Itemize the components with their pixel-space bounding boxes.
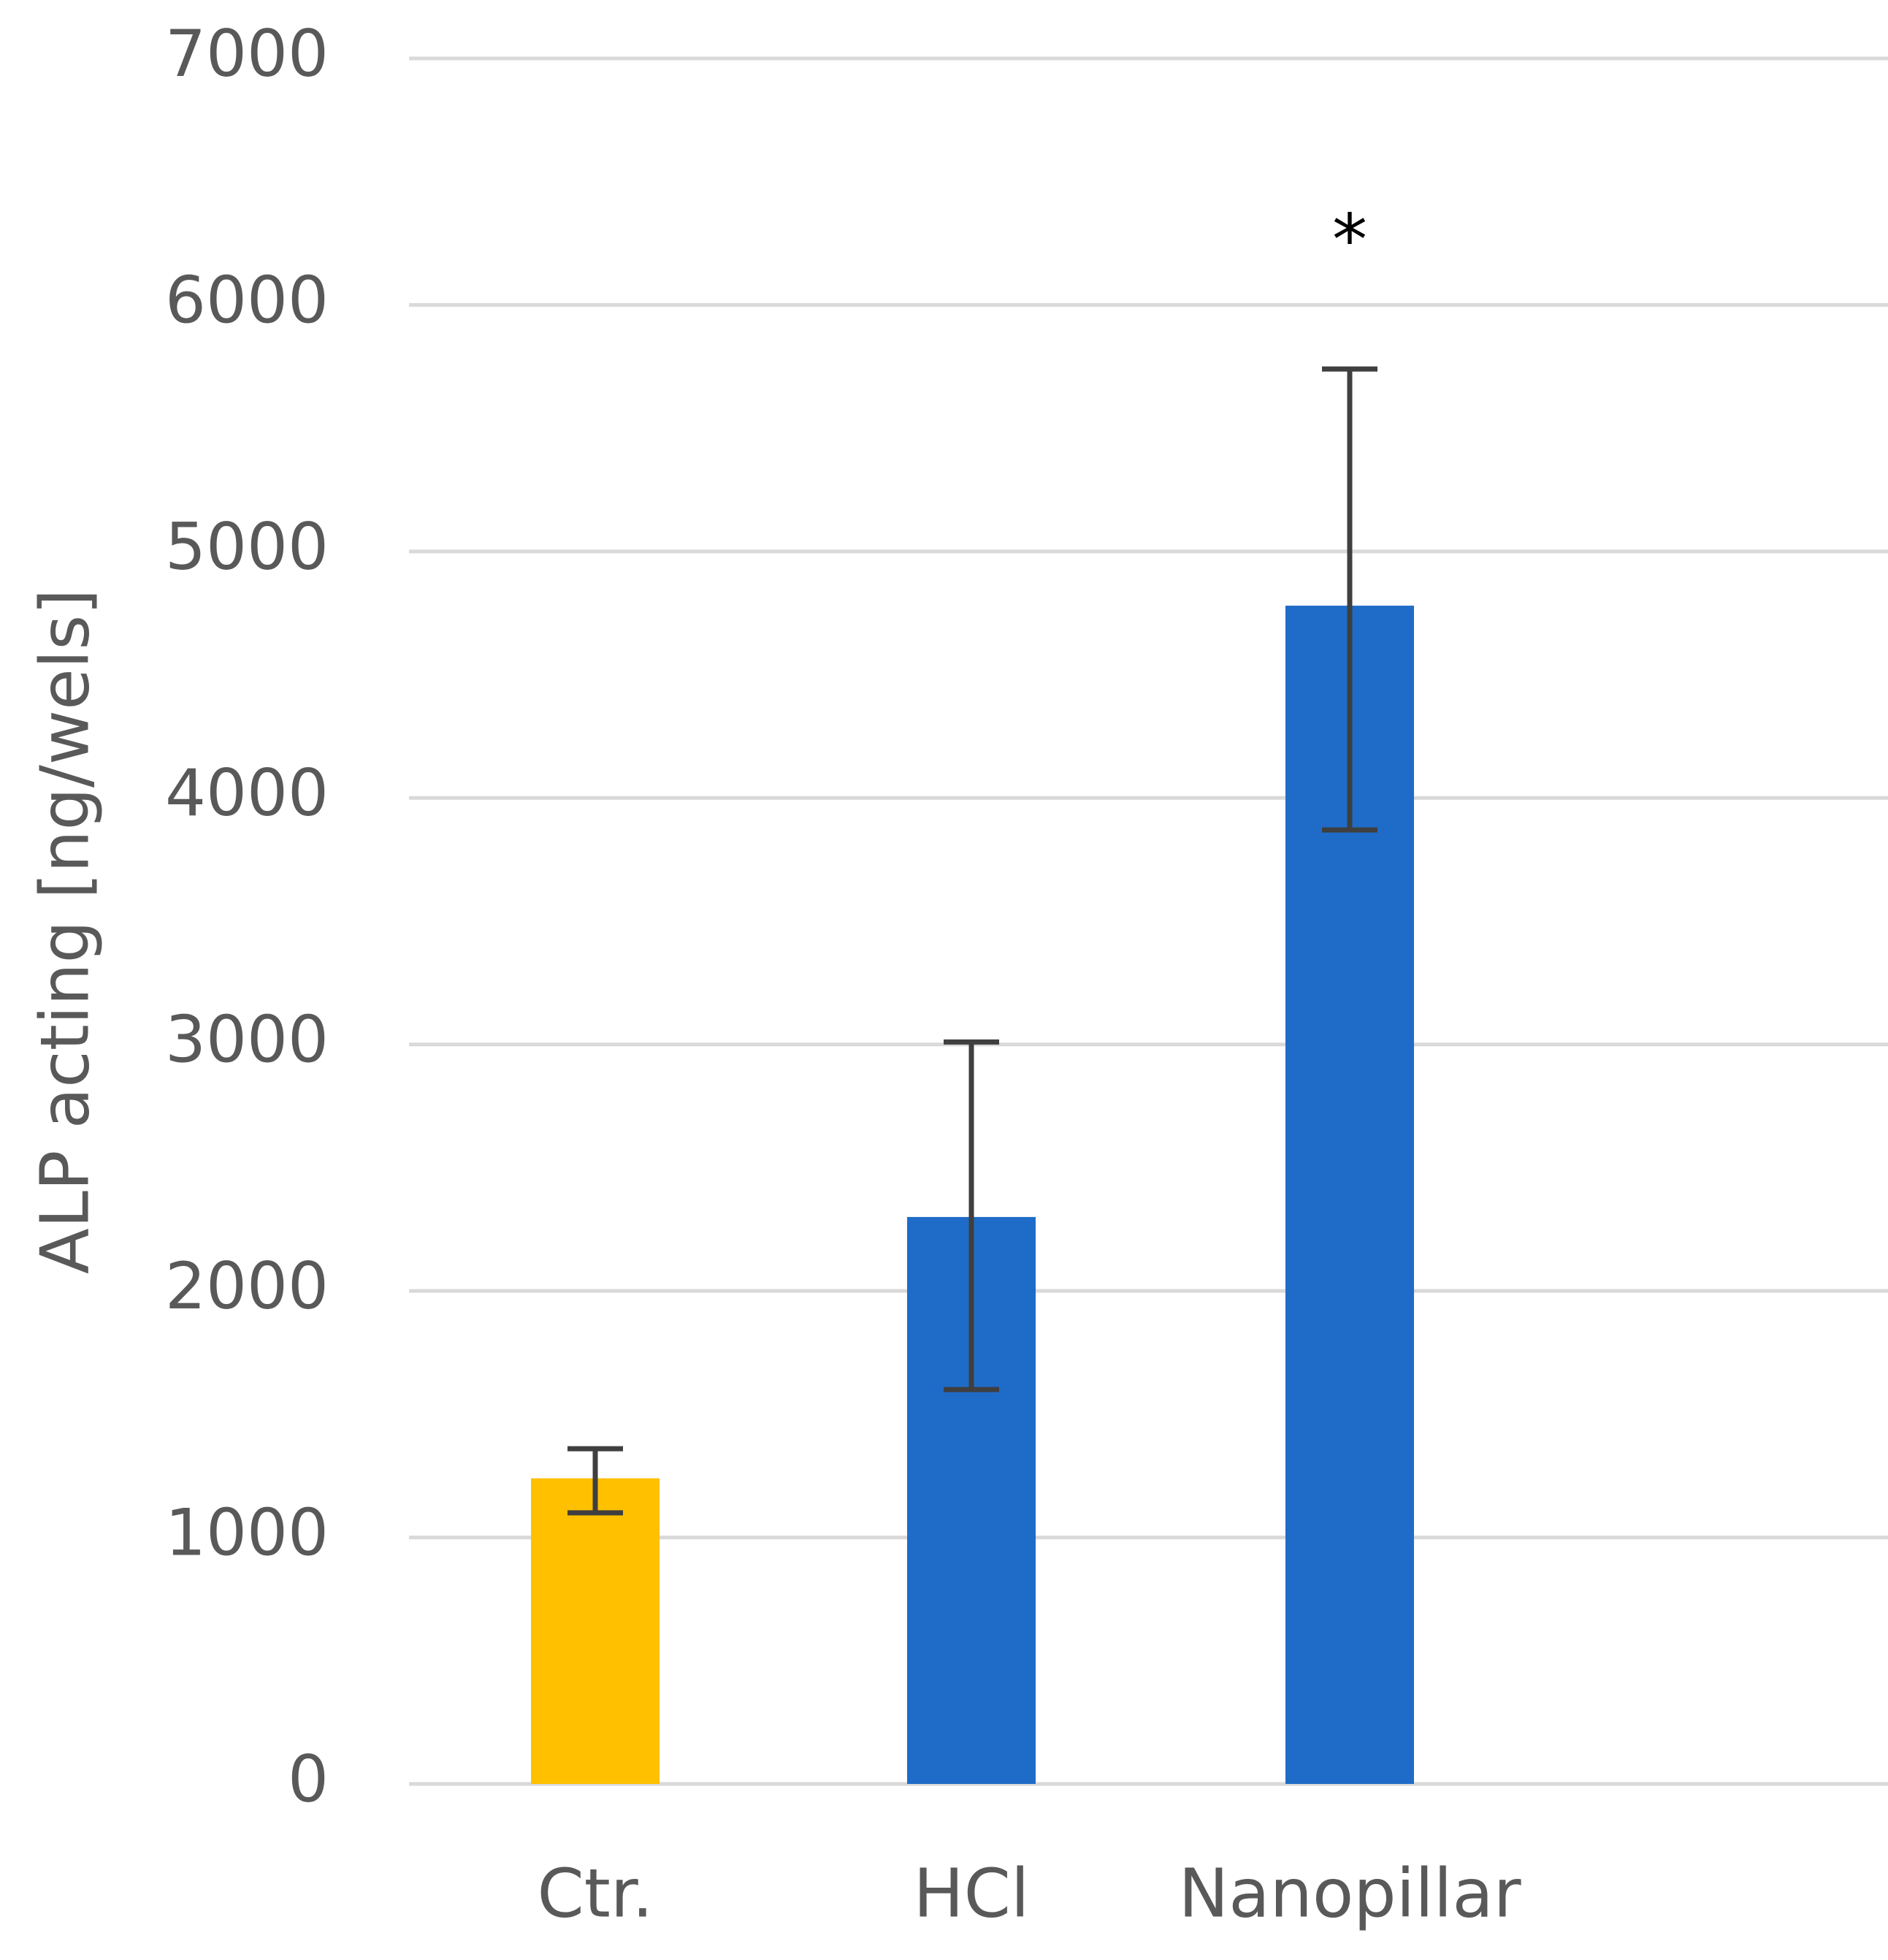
- error-bar-hcl: [944, 1039, 999, 1392]
- y-tick-label: 5000: [165, 509, 329, 584]
- significance-star: *: [1332, 199, 1367, 281]
- y-tick-label: 2000: [165, 1248, 329, 1324]
- x-axis-category-labels: Ctr. HCl Nanopillar: [538, 1854, 1521, 1932]
- annotations: *: [1332, 199, 1367, 281]
- x-category-label: HCl: [914, 1854, 1030, 1932]
- error-bar-nanopillar: [1322, 366, 1377, 833]
- y-tick-label: 0: [288, 1742, 329, 1817]
- y-tick-label: 6000: [165, 262, 329, 338]
- y-tick-label: 4000: [165, 755, 329, 831]
- bar-ctr: [531, 1478, 660, 1784]
- y-axis-title: ALP acting [ng/wels]: [26, 589, 104, 1274]
- error-bars: [567, 366, 1377, 1516]
- error-bar-ctr: [567, 1446, 623, 1516]
- y-tick-label: 1000: [165, 1495, 329, 1570]
- x-category-label: Ctr.: [538, 1854, 654, 1932]
- y-tick-label: 7000: [165, 16, 329, 91]
- bars: [531, 606, 1414, 1784]
- x-category-label: Nanopillar: [1178, 1854, 1521, 1932]
- y-tick-label: 3000: [165, 1002, 329, 1078]
- y-axis-tick-labels: 0 1000 2000 3000 4000 5000 6000 7000: [165, 16, 329, 1817]
